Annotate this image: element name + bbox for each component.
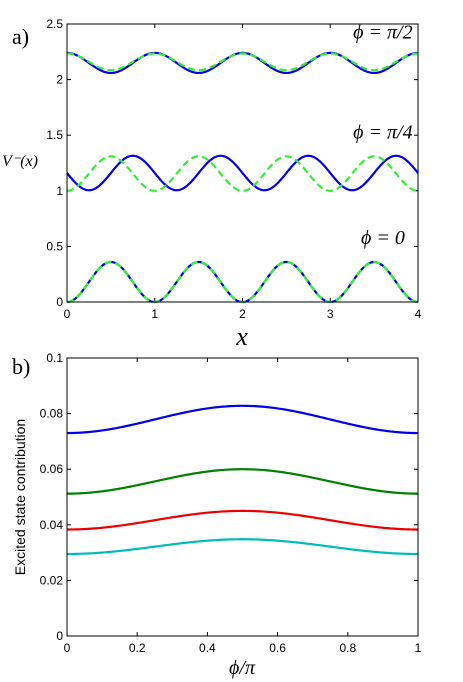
panel-b-ticks: 0 0.2 0.4 0.6 0.8 1 0 0.02 0.04 0.06 0.08 0.1: [40, 351, 422, 655]
panel-a-series-4-line: [66, 260, 419, 304]
panel-a-annotation: ϕ = π/4: [353, 122, 412, 144]
panel-b-frame: [66, 357, 419, 637]
panel-a-series-2-line: [66, 154, 419, 192]
panel-b-label: b): [12, 354, 30, 379]
x-tick-label: 0.6: [269, 641, 286, 655]
x-tick-label: 0.4: [199, 641, 216, 655]
panel-a-series-5-line: [66, 260, 419, 304]
panel-a-series: [66, 51, 419, 304]
panel-b-series-3-line: [67, 538, 418, 556]
panel-a-ticks: 0 1 2 3 4 0 0.5 1 1.5 2 2.5: [46, 17, 421, 321]
y-tick-label: 2: [56, 73, 63, 87]
y-tick-label: 1: [56, 184, 63, 198]
x-tick-label: 3: [327, 307, 334, 321]
y-tick-label: 2.5: [46, 17, 63, 31]
x-tick-label: 2: [239, 307, 246, 321]
panel-a-series-3-line: [66, 155, 419, 192]
panel-a-xlabel: x: [235, 322, 248, 351]
y-tick-label: 0.1: [46, 351, 63, 365]
y-tick-label: 0.02: [40, 573, 64, 587]
x-tick-label: 0.8: [339, 641, 356, 655]
panel-b-series-0-line: [66, 404, 419, 435]
panel-b: b) 0 0.2 0.4 0.6 0.8 1 0 0.02 0.04 0.06 0.08 0.1 ϕ/…: [12, 351, 422, 679]
x-tick-label: 1: [151, 307, 158, 321]
x-tick-label: 0: [64, 641, 71, 655]
x-tick-label: 0.2: [129, 641, 146, 655]
panel-a-label: a): [12, 24, 29, 49]
y-tick-label: 0.04: [40, 518, 64, 532]
y-tick-label: 0: [56, 629, 63, 643]
panel-b-series-1-line: [67, 468, 418, 495]
panel-a-series-1-line: [66, 52, 419, 72]
panel-a-frame: [66, 23, 419, 303]
x-tick-label: 1: [415, 641, 422, 655]
panel-a-annotation: ϕ = π/2: [353, 21, 412, 43]
panel-a: a) 0 1 2 3 4 0 0.5 1 1.5 2 2.5 ϕ = π/2 ϕ = π/4 ϕ = 0…: [2, 17, 422, 351]
y-tick-label: 0.5: [46, 239, 63, 253]
panel-b-xlabel: ϕ/π: [229, 657, 256, 679]
x-tick-label: 4: [415, 307, 422, 321]
y-tick-label: 0: [56, 295, 63, 309]
panel-a-annotation: ϕ = 0: [361, 227, 405, 249]
panel-b-series: [66, 404, 419, 556]
x-tick-label: 0: [64, 307, 71, 321]
panel-b-ylabel: Excited state contribution: [12, 419, 28, 575]
y-tick-label: 0.06: [40, 462, 64, 476]
panel-a-annotations: ϕ = π/2 ϕ = π/4 ϕ = 0: [353, 21, 412, 249]
y-tick-label: 1.5: [46, 128, 63, 142]
panel-b-series-2-line: [66, 509, 419, 531]
y-tick-label: 0.08: [40, 407, 64, 421]
panel-a-series-0-line: [66, 51, 419, 75]
panel-a-ylabel: V⁻(x): [2, 153, 38, 170]
